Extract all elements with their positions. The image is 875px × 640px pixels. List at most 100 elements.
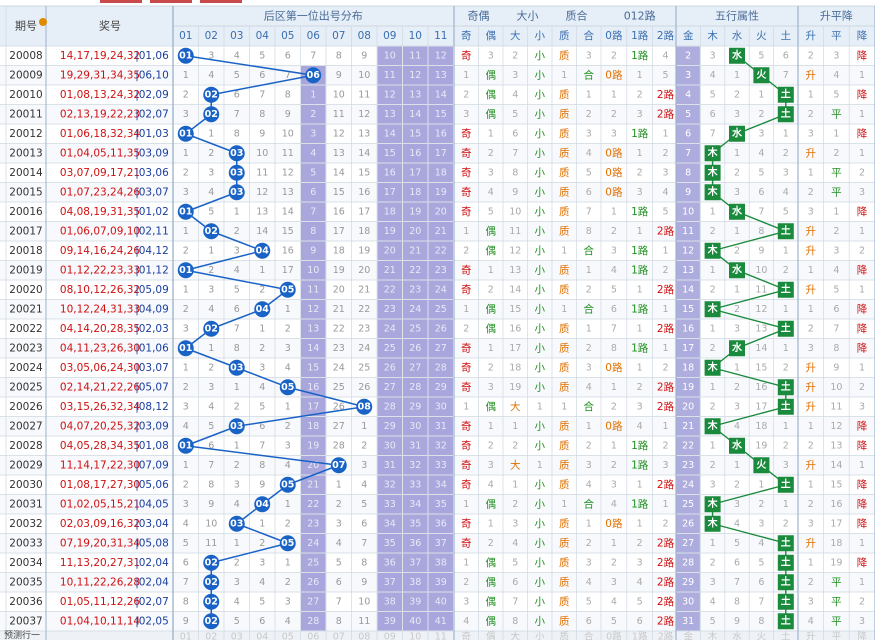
- wuxing-box-label: 木: [707, 497, 719, 510]
- cell-t-miss: 2: [859, 382, 865, 393]
- dist-miss: 7: [259, 440, 265, 451]
- cell-pc-miss: 1: [561, 499, 567, 510]
- cell-w-miss: 2: [734, 89, 740, 100]
- dist-miss: 33: [409, 479, 421, 490]
- dist-miss: 28: [333, 440, 345, 451]
- dist-miss: 22: [333, 323, 345, 334]
- cell-w-miss: 1: [710, 265, 716, 276]
- dist-miss: 3: [259, 557, 265, 568]
- cell-bs-miss: 16: [509, 323, 521, 334]
- dist-miss: 7: [336, 596, 342, 607]
- cell-w-miss: 2: [710, 401, 716, 412]
- row-period: 20009: [9, 69, 42, 81]
- row-front-numbers: 04,05,28,34,35: [60, 440, 140, 452]
- cell-t-miss: 9: [833, 362, 839, 373]
- dist-miss: 28: [435, 362, 447, 373]
- cell-t-miss: 12: [830, 421, 842, 432]
- cell-t-miss: 3: [833, 245, 839, 256]
- dist-ball: [203, 593, 220, 610]
- cell-t-value: 升: [806, 69, 817, 81]
- dist-miss: 23: [307, 518, 319, 529]
- dist-miss: 31: [384, 460, 396, 471]
- wuxing-box: [729, 203, 745, 220]
- row-period: 20017: [9, 225, 42, 237]
- dist-miss: 24: [409, 304, 421, 315]
- dist-ball-label: 04: [256, 245, 270, 256]
- dist-miss: 22: [358, 304, 370, 315]
- cell-w-miss: 6: [685, 128, 691, 139]
- cell-w-miss: 1: [783, 245, 789, 256]
- row-period: 20025: [9, 381, 42, 393]
- predict-col-17: 0路: [606, 631, 622, 640]
- dist-ball: [330, 457, 347, 474]
- cell-t-miss: 4: [833, 70, 839, 81]
- cell-t-miss: 14: [830, 460, 842, 471]
- wuxing-box: [777, 106, 794, 123]
- cell-pc-value: 质: [559, 596, 570, 608]
- dist-miss: 2: [208, 265, 214, 276]
- dist-miss: 24: [384, 323, 396, 334]
- cell-w-miss: 2: [710, 284, 716, 295]
- dist-miss: 8: [234, 343, 240, 354]
- predict-col-15: 质: [559, 631, 569, 640]
- header-col-r-1: 1路: [631, 29, 649, 42]
- predict-col-9: 10: [409, 632, 421, 640]
- dist-ball-label: 03: [230, 518, 243, 529]
- dist-miss: 2: [285, 323, 291, 334]
- cell-w-miss: 4: [710, 70, 716, 81]
- wuxing-box: [753, 67, 770, 84]
- cell-w-miss: 16: [682, 323, 694, 334]
- cell-r-value: 0路: [605, 146, 623, 159]
- dist-miss: 10: [333, 89, 345, 100]
- cell-oe-value: 偶: [486, 400, 497, 413]
- header-bigsmall-group: 大小: [517, 9, 539, 23]
- dist-miss: 40: [435, 596, 447, 607]
- cell-bs-value: 小: [535, 147, 546, 159]
- cell-w-miss: 4: [710, 596, 716, 607]
- cell-bs-value: 小: [535, 420, 546, 432]
- cell-pc-value: 质: [559, 342, 570, 354]
- cell-t-value: 降: [857, 497, 868, 510]
- row-back-numbers: |03,04: [135, 518, 169, 530]
- predict-col-4: 05: [282, 632, 294, 640]
- cell-bs-value: 小: [535, 342, 546, 354]
- row-back-numbers: |05,06: [135, 479, 169, 491]
- cell-bs-miss: 8: [512, 167, 518, 178]
- sort-icon[interactable]: [39, 18, 47, 26]
- cell-t-miss: 11: [830, 401, 842, 412]
- cell-w-miss: 1: [734, 362, 740, 373]
- cell-oe-miss: 1: [488, 421, 494, 432]
- wuxing-box: [704, 515, 721, 532]
- dist-ball: [254, 496, 271, 513]
- wuxing-box: [777, 281, 794, 298]
- predict-col-6: 07: [333, 632, 345, 640]
- predict-col-26: 平: [832, 632, 842, 640]
- cell-r-miss: 1: [662, 421, 668, 432]
- cell-t-miss: 1: [859, 226, 865, 237]
- cell-pc-miss: 1: [586, 518, 592, 529]
- cell-oe-miss: 4: [463, 616, 469, 627]
- cell-w-miss: 6: [734, 557, 740, 568]
- cell-t-miss: 2: [808, 109, 814, 120]
- predict-col-5: 06: [307, 632, 319, 640]
- dist-ball-label: 02: [205, 577, 218, 588]
- cell-t-miss: 3: [808, 206, 814, 217]
- header-col-oe-0: 奇: [461, 29, 472, 42]
- dist-miss: 1: [259, 265, 265, 276]
- dist-miss: 1: [183, 460, 189, 471]
- cell-r-value: 0路: [605, 166, 623, 179]
- cell-w-miss: 3: [710, 479, 716, 490]
- dist-miss: 23: [384, 304, 396, 315]
- wuxing-box-label: 火: [756, 459, 767, 471]
- cell-r-miss: 3: [662, 460, 668, 471]
- dist-miss: 3: [234, 245, 240, 256]
- dist-miss: 19: [358, 245, 370, 256]
- row-front-numbers: 01,04,10,11,14: [60, 615, 140, 627]
- cell-r-miss: 2: [662, 265, 668, 276]
- cell-w-miss: 1: [783, 304, 789, 315]
- cell-pc-value: 质: [559, 557, 570, 569]
- cell-bs-miss: 17: [509, 343, 521, 354]
- dist-miss: 13: [256, 206, 268, 217]
- wuxing-box: [777, 223, 794, 240]
